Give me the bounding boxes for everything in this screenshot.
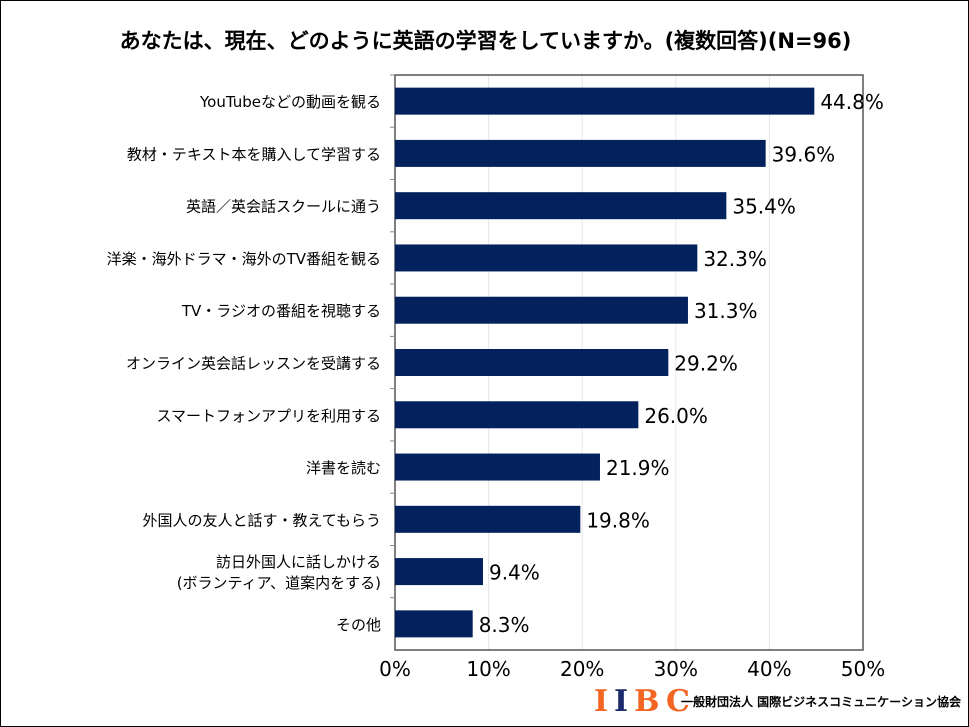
data-label: 32.3% — [703, 247, 767, 271]
category-label: 洋楽・海外ドラマ・海外のTV番組を観る — [107, 250, 381, 268]
category-label: (ボランティア、道案内をする) — [177, 574, 381, 592]
bar — [395, 453, 600, 481]
data-label: 26.0% — [644, 404, 708, 428]
data-label: 19.8% — [586, 508, 650, 532]
x-tick-label: 10% — [466, 657, 510, 681]
category-label: TV・ラジオの番組を視聴する — [181, 302, 381, 320]
category-label: スマートフォンアプリを利用する — [156, 407, 381, 425]
category-label: 訪日外国人に話しかける — [216, 553, 381, 571]
organization-name: 一般財団法人 国際ビジネスコミュニケーション協会 — [681, 695, 961, 709]
bar — [395, 349, 669, 376]
bar — [395, 401, 639, 429]
category-label: 外国人の友人と話す・教えてもらう — [142, 511, 381, 529]
x-tick-label: 0% — [379, 657, 411, 681]
category-label: 教材・テキスト本を購入して学習する — [127, 145, 381, 163]
category-label: 洋書を読む — [306, 459, 381, 477]
bar — [395, 87, 815, 115]
bar — [395, 505, 581, 533]
data-label: 35.4% — [732, 195, 796, 219]
data-label: 21.9% — [606, 456, 670, 480]
bar — [395, 192, 727, 220]
x-tick-label: 50% — [841, 657, 885, 681]
chart-title: あなたは、現在、どのように英語の学習をしていますか。(複数回答)(N=96) — [119, 29, 852, 53]
data-label: 8.3% — [479, 613, 530, 637]
bar — [395, 558, 483, 586]
data-label: 31.3% — [694, 299, 758, 323]
bar — [395, 139, 766, 167]
bar — [395, 296, 688, 324]
data-label: 44.8% — [820, 90, 884, 114]
category-label: YouTubeなどの動画を観る — [199, 93, 381, 111]
x-tick-label: 40% — [747, 657, 791, 681]
category-label: 英語／英会話スクールに通う — [186, 198, 381, 216]
iibc-logo: IIBC — [594, 684, 696, 719]
x-tick-label: 30% — [654, 657, 698, 681]
x-tick-label: 20% — [560, 657, 604, 681]
data-label: 29.2% — [674, 352, 738, 376]
category-label: オンライン英会話レッスンを受講する — [126, 355, 381, 373]
data-label: 39.6% — [772, 142, 836, 166]
data-label: 9.4% — [489, 561, 540, 585]
bar — [395, 610, 473, 638]
bar — [395, 244, 698, 272]
category-label: その他 — [336, 616, 381, 634]
